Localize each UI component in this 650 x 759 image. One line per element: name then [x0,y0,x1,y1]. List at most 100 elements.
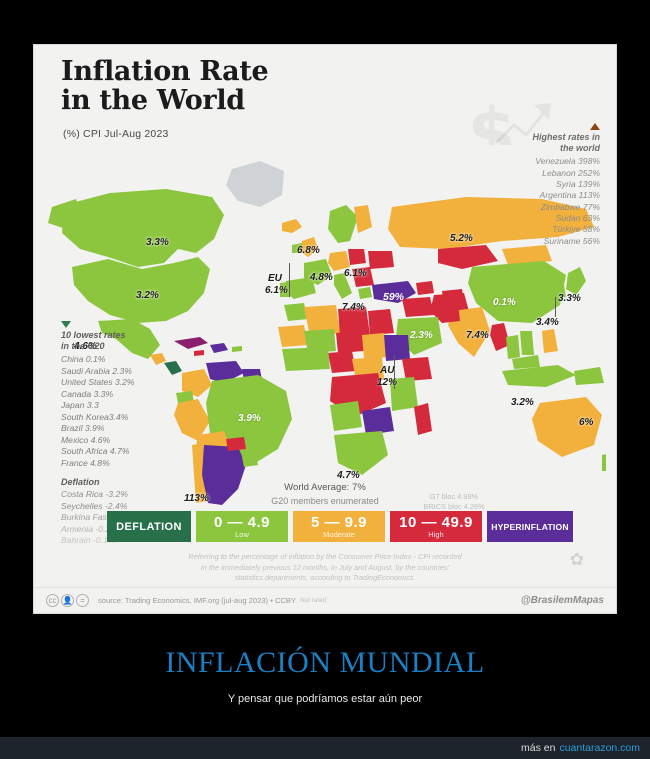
bloc-averages: G7 bloc 4.98% BRICS bloc 4.26% [394,492,514,512]
country-argentina [202,445,246,505]
legend-item-hyperinflation[interactable]: HYPERINFLATION [487,511,573,542]
legend-sublabel: Moderate [323,530,355,539]
footer-site-link[interactable]: cuantarazon.com [559,742,640,754]
country-sudan [384,335,410,361]
country-guatemala [150,353,166,365]
country-madagascar [414,403,432,435]
brics-bloc-average: BRICS bloc 4.26% [423,501,485,511]
world-average-value: World Average: 7% [284,482,366,493]
world-average-note: G20 members enumerated [271,495,379,506]
not-rated-label: Not rated [300,597,327,604]
world-map[interactable]: 3.3% 3.2% 4.6% 3.9% 113% EU 6.1% 6.8% 4.8% 6.1% 7.… [46,145,606,505]
legend-item-moderate[interactable]: 5 — 9.9 Moderate [293,511,385,542]
country-algeria [304,305,340,337]
legend: DEFLATION 0 — 4.9 Low 5 — 9.9 Moderate 1… [107,511,573,542]
map-label-saudi-arabia: 2.3% [410,330,433,341]
au-leader-line [394,355,395,389]
deflation-heading: Deflation [61,477,100,488]
highest-rates-heading: Highest rates in the world [482,132,600,153]
infographic-card: Inflation Rate in the World (%) CPI Jul-… [33,44,617,614]
legend-item-deflation[interactable]: DEFLATION [107,511,191,542]
country-ecuador [176,391,194,403]
highest-item: Türkiye 58% [552,224,600,235]
lowest-heading-line1: 10 lowest rates [61,330,126,340]
country-egypt [368,309,394,335]
lowest-item: China 0.1% [61,354,106,365]
country-chad [362,333,386,359]
legend-item-low[interactable]: 0 — 4.9 Low [196,511,288,542]
growth-arrow-watermark-icon [494,103,552,145]
country-japan [566,267,586,295]
map-label-argentina: 113% [184,493,209,504]
country-united-kingdom [300,237,318,257]
country-peru [174,399,210,441]
lowest-item: Canada 3.3% [61,388,114,399]
map-label-india: 7.4% [466,330,489,341]
world-map-svg [46,145,606,505]
highest-rates-panel: Highest rates in the world Venezuela 398… [482,123,600,247]
map-label-china: 0.1% [493,297,516,308]
highest-item: Argentina 113% [539,190,600,201]
country-balkans [352,267,374,287]
page-title-line2: in the World [61,85,245,117]
highest-item: Zimbabwe 77% [540,201,600,212]
country-germany [328,251,350,271]
caption-title: INFLACIÓN MUNDIAL [165,646,485,679]
map-label-south-korea: 3.4% [536,317,559,328]
lowest-item: Japan 3.3 [61,400,99,411]
caption-subtitle: Y pensar que podríamos estar aún peor [227,693,423,705]
country-colombia [182,369,212,397]
country-pakistan [440,303,460,323]
lowest-item: Saudi Arabia 2.3% [61,365,132,376]
country-costa-rica [164,361,182,375]
highest-item: Sudan 63% [555,212,600,223]
country-thailand [506,335,520,359]
map-label-australia: 6% [579,417,594,428]
lowest-item: South Korea3.4% [61,411,129,422]
map-label-eu: EU [268,273,282,284]
country-niger [336,331,364,353]
lowest-item: United States 3.2% [61,377,135,388]
cc-nd-icon: = [76,594,89,607]
map-label-brazil: 3.9% [238,413,261,424]
deflation-item: Costa Rica -3.2% [61,489,128,500]
map-label-united-states: 3.2% [136,290,159,301]
country-jamaica [194,350,204,356]
country-mauritania [278,325,308,347]
country-haiti [210,343,228,353]
country-kazakhstan [438,245,498,269]
country-mongolia [502,245,552,265]
country-alaska [48,199,82,229]
cc-by-icon: 👤 [61,594,74,607]
highest-item: Suriname 56% [543,235,600,246]
triangle-up-icon [590,123,600,130]
country-paraguay [226,437,246,451]
leaf-icon: ✿ [569,550,584,569]
country-portugal [280,282,290,297]
country-myanmar [490,323,510,351]
country-australia [532,397,602,457]
disclaimer-line3: statistics departments, according to Tra… [234,573,416,583]
country-afghanistan [442,289,464,305]
legend-sublabel: Low [235,530,249,539]
map-label-au-value: 12% [377,377,398,388]
map-label-japan: 3.3% [558,293,581,304]
eu-leader-line [289,263,290,297]
country-morocco [284,303,308,321]
country-kenya-tanzania [390,377,418,411]
country-new-zealand [602,454,606,471]
deflation-item: Bahrain -0.1% [61,535,116,546]
legend-label: HYPERINFLATION [491,521,569,532]
deflation-item: Seychelles -2.4% [61,500,128,511]
legend-item-high[interactable]: 10 — 49.9 High [390,511,482,542]
page-subtitle: (%) CPI Jul-Aug 2023 [63,128,169,140]
lowest-rates-heading: 10 lowest rates in the G20 [61,330,167,351]
country-finland [354,205,372,233]
map-label-african-union: AU [380,365,395,376]
author-handle: @BrasilemMapas [520,595,604,606]
map-label-italy: 7.4% [342,302,365,313]
country-angola [330,401,362,431]
country-turkiye [372,281,416,303]
site-footer-bar: más en cuantarazon.com [0,737,650,759]
